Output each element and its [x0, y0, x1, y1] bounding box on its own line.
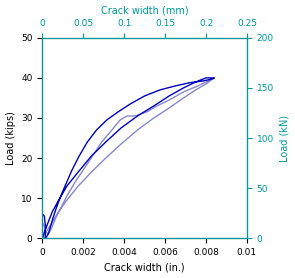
Y-axis label: Load (kN): Load (kN) — [279, 115, 289, 162]
X-axis label: Crack width (in.): Crack width (in.) — [104, 262, 185, 272]
X-axis label: Crack width (mm): Crack width (mm) — [101, 6, 189, 16]
Y-axis label: Load (kips): Load (kips) — [6, 111, 16, 165]
